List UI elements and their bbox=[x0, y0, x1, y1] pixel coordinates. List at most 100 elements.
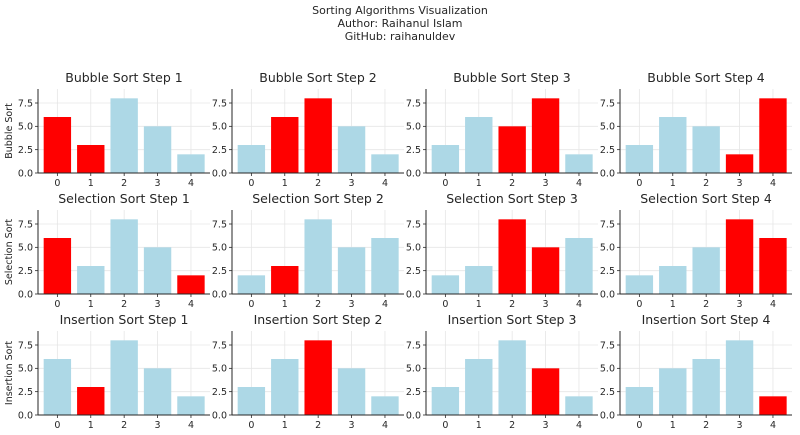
y-tick-label: 7.5 bbox=[600, 98, 615, 109]
bar bbox=[659, 266, 687, 294]
bar bbox=[659, 368, 687, 415]
x-tick-label: 1 bbox=[670, 299, 676, 310]
panel-title: Selection Sort Step 1 bbox=[58, 191, 190, 206]
y-tick-label: 0.0 bbox=[600, 168, 615, 179]
bar bbox=[77, 145, 105, 173]
y-tick-label: 2.5 bbox=[18, 266, 33, 277]
x-tick-label: 3 bbox=[543, 420, 549, 431]
chart-panel: Selection Sort Step 4 0.0 2.5 5.0 7.5 0 1 2 3 4 bbox=[600, 191, 792, 310]
x-tick-label: 2 bbox=[509, 420, 515, 431]
y-tick-label: 2.5 bbox=[600, 145, 615, 156]
panel-title: Insertion Sort Step 1 bbox=[60, 312, 189, 327]
bar bbox=[498, 126, 526, 173]
x-tick-label: 2 bbox=[315, 299, 321, 310]
bar bbox=[177, 275, 205, 294]
x-tick-label: 2 bbox=[703, 420, 709, 431]
y-tick-label: 7.5 bbox=[212, 340, 227, 351]
x-tick-label: 3 bbox=[155, 420, 161, 431]
x-tick-label: 4 bbox=[382, 178, 388, 189]
bar bbox=[498, 219, 526, 294]
y-tick-label: 2.5 bbox=[406, 145, 421, 156]
y-tick-label: 0.0 bbox=[212, 410, 227, 421]
bar bbox=[431, 275, 460, 294]
x-tick-label: 3 bbox=[349, 420, 355, 431]
x-tick-label: 1 bbox=[476, 178, 482, 189]
x-tick-label: 2 bbox=[509, 299, 515, 310]
x-tick-label: 2 bbox=[703, 299, 709, 310]
y-tick-label: 0.0 bbox=[18, 289, 33, 300]
figure-title-line-2: Author: Raihanul Islam bbox=[338, 17, 463, 30]
bar bbox=[371, 154, 399, 173]
bar bbox=[565, 238, 593, 294]
y-tick-label: 0.0 bbox=[406, 168, 421, 179]
x-tick-label: 3 bbox=[737, 299, 743, 310]
bar bbox=[371, 238, 399, 294]
x-tick-label: 0 bbox=[248, 299, 254, 310]
y-tick-label: 7.5 bbox=[600, 340, 615, 351]
x-tick-label: 1 bbox=[282, 178, 288, 189]
bar bbox=[337, 126, 366, 173]
x-tick-label: 1 bbox=[88, 178, 94, 189]
y-tick-label: 5.0 bbox=[600, 122, 615, 133]
figure-title-line-1: Sorting Algorithms Visualization bbox=[312, 4, 488, 17]
chart-panel: Insertion Sort Step 2 0.0 2.5 5.0 7.5 0 1 2 3 4 bbox=[212, 312, 404, 431]
y-tick-label: 5.0 bbox=[18, 243, 33, 254]
bar bbox=[725, 154, 754, 173]
y-tick-label: 2.5 bbox=[600, 266, 615, 277]
bar bbox=[177, 154, 205, 173]
bar bbox=[725, 219, 754, 294]
bar bbox=[110, 340, 138, 415]
x-tick-label: 4 bbox=[188, 420, 194, 431]
bar bbox=[337, 368, 366, 415]
y-tick-label: 7.5 bbox=[406, 340, 421, 351]
bar bbox=[304, 98, 332, 173]
bar bbox=[304, 219, 332, 294]
y-tick-label: 5.0 bbox=[406, 122, 421, 133]
bar bbox=[110, 219, 138, 294]
figure-title: Sorting Algorithms Visualization Author:… bbox=[312, 4, 488, 43]
bar bbox=[43, 117, 72, 173]
y-tick-label: 0.0 bbox=[18, 168, 33, 179]
bar bbox=[565, 154, 593, 173]
bar bbox=[725, 340, 754, 415]
y-tick-label: 7.5 bbox=[18, 340, 33, 351]
x-tick-label: 4 bbox=[576, 299, 582, 310]
bar bbox=[465, 359, 493, 415]
y-tick-label: 5.0 bbox=[600, 364, 615, 375]
x-tick-label: 0 bbox=[442, 299, 448, 310]
y-tick-label: 0.0 bbox=[212, 289, 227, 300]
y-tick-label: 7.5 bbox=[406, 98, 421, 109]
y-tick-label: 2.5 bbox=[600, 387, 615, 398]
bar bbox=[143, 247, 172, 294]
bar bbox=[237, 145, 266, 173]
bar bbox=[531, 98, 560, 173]
x-tick-label: 0 bbox=[636, 178, 642, 189]
y-tick-label: 2.5 bbox=[212, 387, 227, 398]
x-tick-label: 4 bbox=[382, 299, 388, 310]
x-tick-label: 4 bbox=[188, 299, 194, 310]
y-tick-label: 2.5 bbox=[406, 387, 421, 398]
x-tick-label: 3 bbox=[155, 178, 161, 189]
bar bbox=[531, 368, 560, 415]
figure-title-line-3: GitHub: raihanuldev bbox=[345, 30, 456, 43]
x-tick-label: 4 bbox=[770, 299, 776, 310]
y-tick-label: 0.0 bbox=[406, 410, 421, 421]
y-tick-label: 7.5 bbox=[212, 98, 227, 109]
chart-panel: Bubble Sort Step 4 0.0 2.5 5.0 7.5 0 1 2 3 4 bbox=[600, 70, 792, 189]
x-tick-label: 0 bbox=[54, 420, 60, 431]
bar bbox=[625, 387, 654, 415]
bar bbox=[659, 117, 687, 173]
y-tick-label: 2.5 bbox=[406, 266, 421, 277]
bar bbox=[143, 126, 172, 173]
chart-panel: Insertion Sort Step 4 0.0 2.5 5.0 7.5 0 1 2 3 4 bbox=[600, 312, 792, 431]
bar bbox=[337, 247, 366, 294]
x-tick-label: 3 bbox=[349, 178, 355, 189]
x-tick-label: 0 bbox=[442, 420, 448, 431]
x-tick-label: 1 bbox=[282, 299, 288, 310]
bar bbox=[625, 145, 654, 173]
y-tick-label: 5.0 bbox=[18, 364, 33, 375]
bar bbox=[565, 396, 593, 415]
